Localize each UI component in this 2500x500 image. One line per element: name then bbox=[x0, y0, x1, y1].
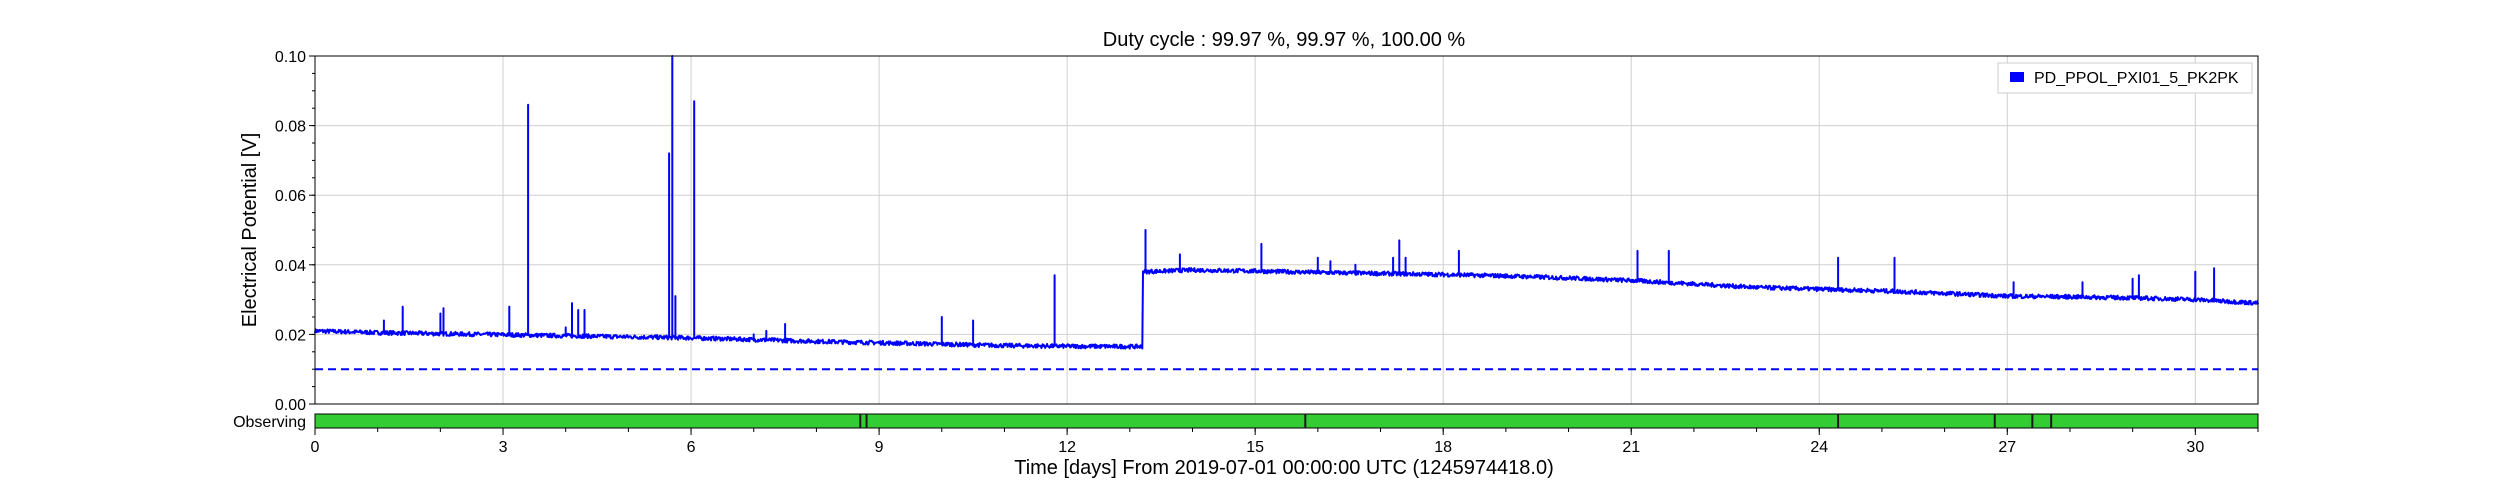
x-tick-label: 21 bbox=[1622, 439, 1640, 456]
legend-label: PD_PPOL_PXI01_5_PK2PK bbox=[2034, 70, 2239, 87]
y-tick-label: 0.08 bbox=[275, 119, 306, 136]
x-tick-label: 18 bbox=[1434, 439, 1452, 456]
series-line bbox=[314, 55, 2259, 350]
x-tick-label: 3 bbox=[499, 439, 508, 456]
state-bar-segment bbox=[314, 413, 2259, 429]
y-tick-label: 0.04 bbox=[275, 258, 306, 275]
plot-area bbox=[314, 55, 2259, 371]
legend-swatch bbox=[2010, 72, 2024, 82]
x-tick-label: 0 bbox=[311, 439, 320, 456]
x-tick-label: 30 bbox=[2186, 439, 2204, 456]
x-tick-label: 24 bbox=[1810, 439, 1828, 456]
y-tick-label: 0.00 bbox=[275, 397, 306, 414]
x-tick-label: 9 bbox=[875, 439, 884, 456]
legend-frame bbox=[1997, 62, 2253, 94]
x-tick-label: 12 bbox=[1058, 439, 1076, 456]
y-axis: 0.00 0.02 0.04 0.06 0.08 0.10 bbox=[275, 49, 315, 414]
y-tick-label: 0.06 bbox=[275, 188, 306, 205]
y-tick-label: 0.10 bbox=[275, 49, 306, 66]
legend: PD_PPOL_PXI01_5_PK2PK bbox=[1997, 62, 2253, 94]
chart-title: Duty cycle : 99.97 %, 99.97 %, 100.00 % bbox=[1103, 29, 1466, 51]
grid bbox=[314, 55, 2258, 405]
y-tick-label: 0.02 bbox=[275, 327, 306, 344]
x-tick-label: 27 bbox=[1998, 439, 2016, 456]
x-tick-label: 15 bbox=[1246, 439, 1264, 456]
state-bar: Observing bbox=[233, 413, 2259, 431]
x-axis-label: Time [days] From 2019-07-01 00:00:00 UTC… bbox=[1014, 457, 1554, 479]
plot-frame bbox=[314, 55, 2259, 405]
x-axis: 0 3 6 9 12 15 18 21 24 27 30 bbox=[311, 428, 2259, 456]
state-bar-label: Observing bbox=[233, 414, 306, 431]
x-tick-label: 6 bbox=[687, 439, 696, 456]
y-axis-label: Electrical Potential [V] bbox=[239, 133, 261, 328]
